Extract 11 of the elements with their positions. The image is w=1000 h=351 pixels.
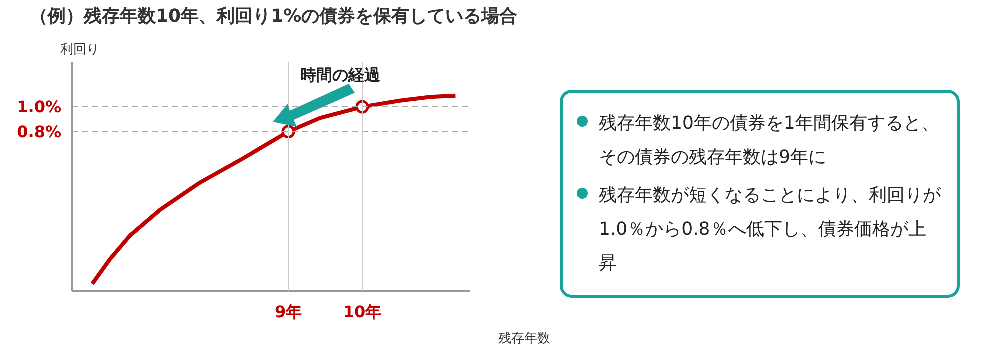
x-tick-label: 9年 [274,302,302,322]
text: 残存年数10年の債券を1年間保有すると、その債券の残存年数は9年に [598,112,940,170]
chart-title: （例）残存年数10年、利回り1%の債券を保有している場合 [29,5,518,29]
annotation: 時間の経過 [300,65,382,84]
line-series [90,94,458,286]
y-axis-title: 利回り [60,42,100,58]
x-tick-label: 10年 [343,302,382,322]
text: 残存年数が短くなることにより、利回りが1.0％から0.8％へ低下し、債券価格が上昇 [598,184,942,276]
y-tick-label: 1.0% [17,98,62,117]
x-axis-title: 残存年数 [498,332,550,346]
y-tick-label: 0.8% [17,122,62,142]
